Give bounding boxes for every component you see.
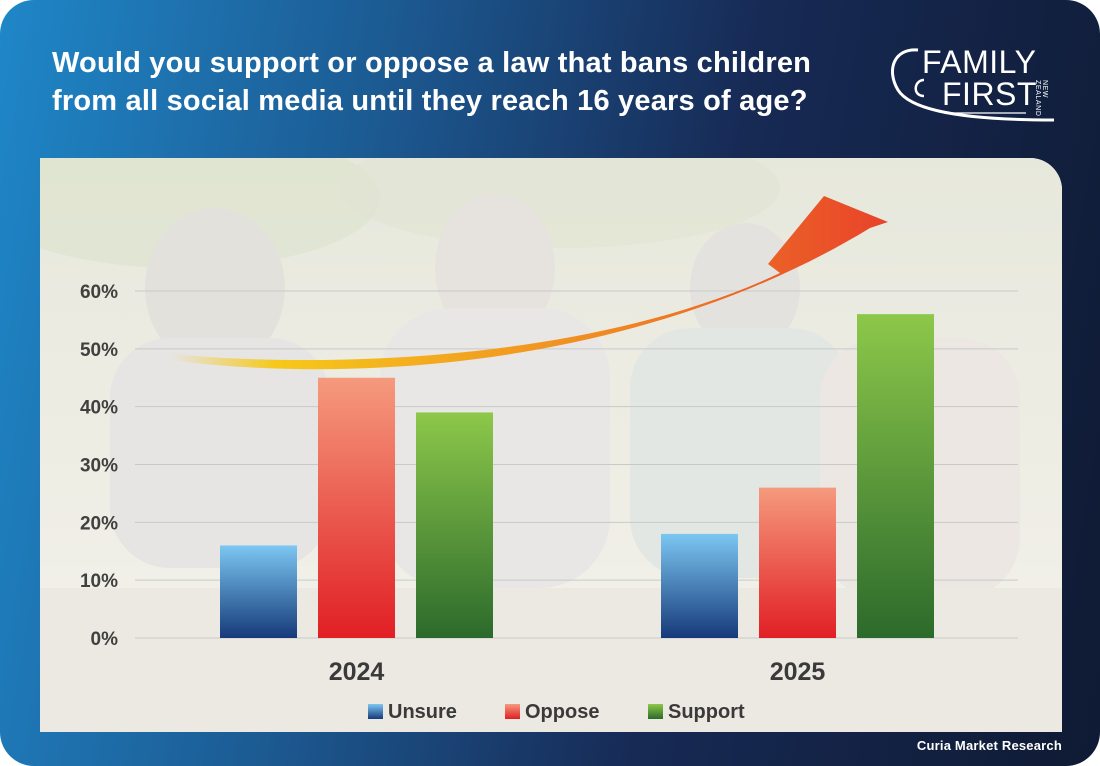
legend-label-oppose: Oppose (525, 701, 599, 723)
bar-unsure-2025 (661, 533, 738, 638)
y-tick-label: 40% (80, 398, 118, 419)
legend-label-support: Support (668, 701, 745, 723)
logo-text-first: FIRST (942, 76, 1037, 112)
y-tick-label: 0% (91, 629, 119, 650)
chart-panel: 0% 10% 20% 30% 40% 50% 60% 2024 2025 Unsure Oppo… (40, 158, 1062, 732)
title-line-2: from all social media until they reach 1… (52, 85, 808, 117)
y-tick-label: 30% (80, 456, 118, 477)
legend-swatch-support (648, 704, 663, 719)
bar-support-2025 (857, 314, 934, 638)
x-category-label: 2025 (770, 658, 826, 686)
bar-oppose-2024 (318, 377, 395, 638)
y-tick-label: 50% (80, 340, 118, 361)
family-first-logo: FAMILY FIRST NEW ZEALAND (884, 40, 1064, 126)
legend-label-unsure: Unsure (388, 701, 457, 723)
bar-oppose-2025 (759, 487, 836, 638)
bar-support-2024 (416, 412, 493, 638)
title-line-1: Would you support or oppose a law that b… (52, 47, 812, 79)
x-category-label: 2024 (329, 658, 385, 686)
source-credit: Curia Market Research (916, 738, 1062, 753)
trend-arrow (170, 196, 888, 370)
legend-swatch-unsure (368, 704, 383, 719)
bar-chart: 0% 10% 20% 30% 40% 50% 60% 2024 2025 Unsure Oppo… (80, 196, 1018, 723)
y-tick-label: 10% (80, 571, 118, 592)
y-tick-label: 60% (80, 282, 118, 303)
logo-text-new-zealand: NEW ZEALAND (1034, 80, 1048, 117)
logo-swirl-icon (891, 48, 1055, 122)
legend-swatch-oppose (505, 704, 520, 719)
bar-unsure-2024 (220, 545, 297, 638)
y-tick-label: 20% (80, 513, 118, 534)
chart-title: Would you support or oppose a law that b… (52, 44, 852, 120)
logo-text-family: FAMILY (922, 44, 1037, 80)
